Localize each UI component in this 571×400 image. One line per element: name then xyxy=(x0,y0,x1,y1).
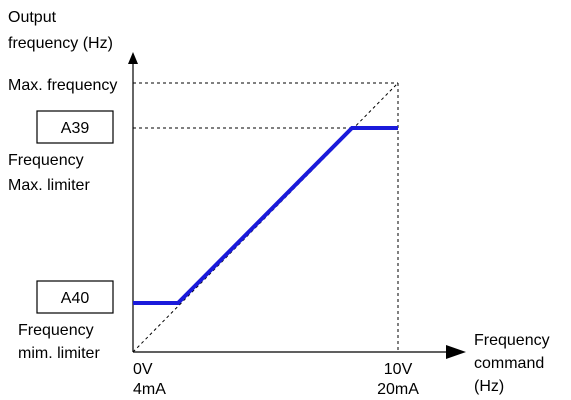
x-tick-zero-current: 4mA xyxy=(133,381,166,398)
min-limiter-label-line2: mim. limiter xyxy=(18,345,100,362)
y-axis-label-line2: frequency (Hz) xyxy=(8,35,113,52)
max-limiter-code: A39 xyxy=(61,120,90,137)
x-axis-label-line3: (Hz) xyxy=(474,378,504,395)
min-limiter-code: A40 xyxy=(61,290,90,307)
max-limiter-label-line1: Frequency xyxy=(8,152,84,169)
x-tick-max-voltage: 10V xyxy=(384,361,413,378)
max-limiter-label-line2: Max. limiter xyxy=(8,177,90,194)
x-tick-zero-voltage: 0V xyxy=(133,361,153,378)
x-axis-label-line1: Frequency xyxy=(474,332,550,349)
min-limiter-label-line1: Frequency xyxy=(18,322,94,339)
x-axis-label-line2: command xyxy=(474,355,544,372)
y-axis-label-line1: Output xyxy=(8,9,57,26)
y-axis-arrowhead xyxy=(128,52,138,64)
output-frequency-line xyxy=(133,128,398,303)
max-frequency-label: Max. frequency xyxy=(8,77,117,94)
x-axis-arrowhead xyxy=(446,345,466,359)
x-tick-max-current: 20mA xyxy=(377,381,419,398)
